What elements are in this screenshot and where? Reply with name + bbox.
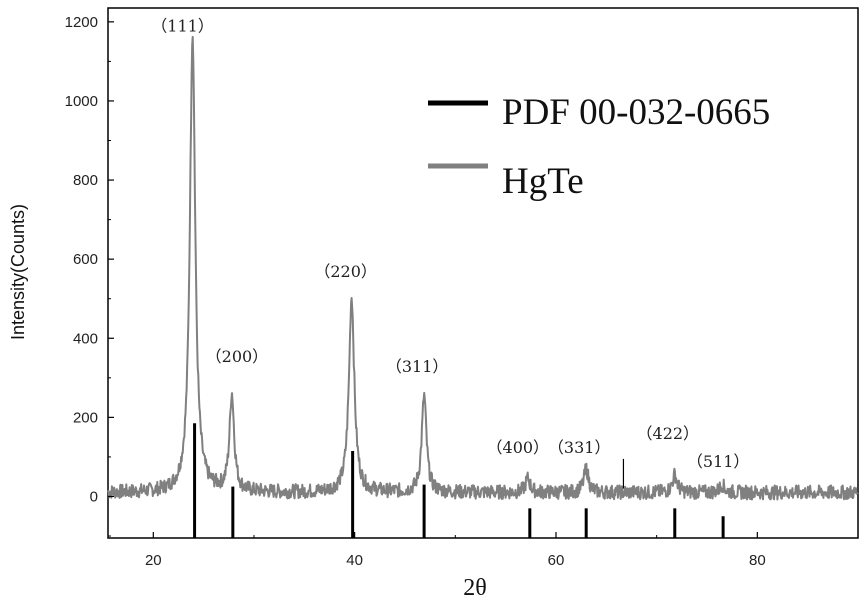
x-axis-label: 2θ xyxy=(463,575,487,601)
legend-label-hgte: HgTe xyxy=(502,161,584,202)
peak-label: （422） xyxy=(637,424,700,443)
peak-label: （311） xyxy=(386,357,449,376)
hgte-pattern xyxy=(107,35,859,501)
x-tick-label: 40 xyxy=(346,552,363,569)
peak-label: （220） xyxy=(314,262,377,281)
peak-label: （111） xyxy=(151,17,214,36)
y-tick-label: 800 xyxy=(73,172,98,189)
y-tick-label: 200 xyxy=(73,409,98,426)
y-tick-label: 600 xyxy=(73,251,98,268)
x-tick-label: 80 xyxy=(749,552,766,569)
x-tick-label: 60 xyxy=(548,552,565,569)
x-tick-label: 20 xyxy=(145,552,162,569)
peak-label: （200） xyxy=(206,347,269,366)
y-tick-label: 1200 xyxy=(65,14,98,31)
reference-sticks xyxy=(193,423,725,538)
hgte-curve xyxy=(107,35,859,501)
legend-label-reference: PDF 00-032-0665 xyxy=(502,92,770,133)
y-axis-label: Intensity(Counts) xyxy=(8,204,28,340)
plot-frame xyxy=(107,7,859,539)
y-tick-label: 400 xyxy=(73,330,98,347)
peak-label: （331） xyxy=(548,438,611,457)
plot-border xyxy=(107,7,859,539)
peak-label: （400） xyxy=(487,438,550,457)
x-axis-ticks: 20 40 60 80 xyxy=(145,532,859,569)
y-axis-ticks: 0 200 400 600 800 1000 1200 xyxy=(65,14,114,537)
peak-label: （511） xyxy=(687,452,750,471)
legend: PDF 00-032-0665 HgTe xyxy=(428,92,770,202)
y-tick-label: 1000 xyxy=(65,93,98,110)
y-tick-label: 0 xyxy=(90,488,98,505)
peak-annotations: （111） （200） （220） （311） （400）（331） （422） （511） xyxy=(151,17,749,471)
